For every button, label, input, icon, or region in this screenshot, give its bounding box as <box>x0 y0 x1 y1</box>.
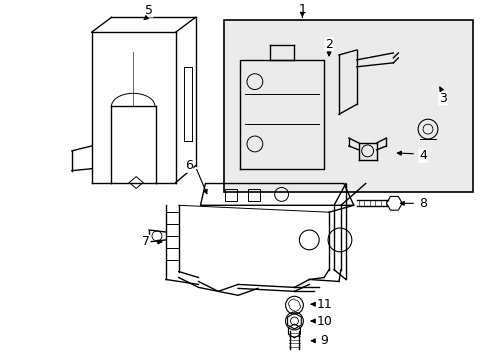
Text: 7: 7 <box>142 235 150 248</box>
Text: 9: 9 <box>320 334 327 347</box>
Bar <box>224 20 472 193</box>
Bar <box>225 189 237 201</box>
Text: 2: 2 <box>325 37 332 50</box>
Bar <box>247 189 259 201</box>
Text: 5: 5 <box>145 4 153 17</box>
Text: 6: 6 <box>184 159 192 172</box>
Text: 1: 1 <box>298 3 305 16</box>
Text: 11: 11 <box>316 298 331 311</box>
Text: 4: 4 <box>418 149 426 162</box>
Text: 8: 8 <box>418 197 426 210</box>
Text: 10: 10 <box>316 315 331 328</box>
Text: 3: 3 <box>438 92 446 105</box>
